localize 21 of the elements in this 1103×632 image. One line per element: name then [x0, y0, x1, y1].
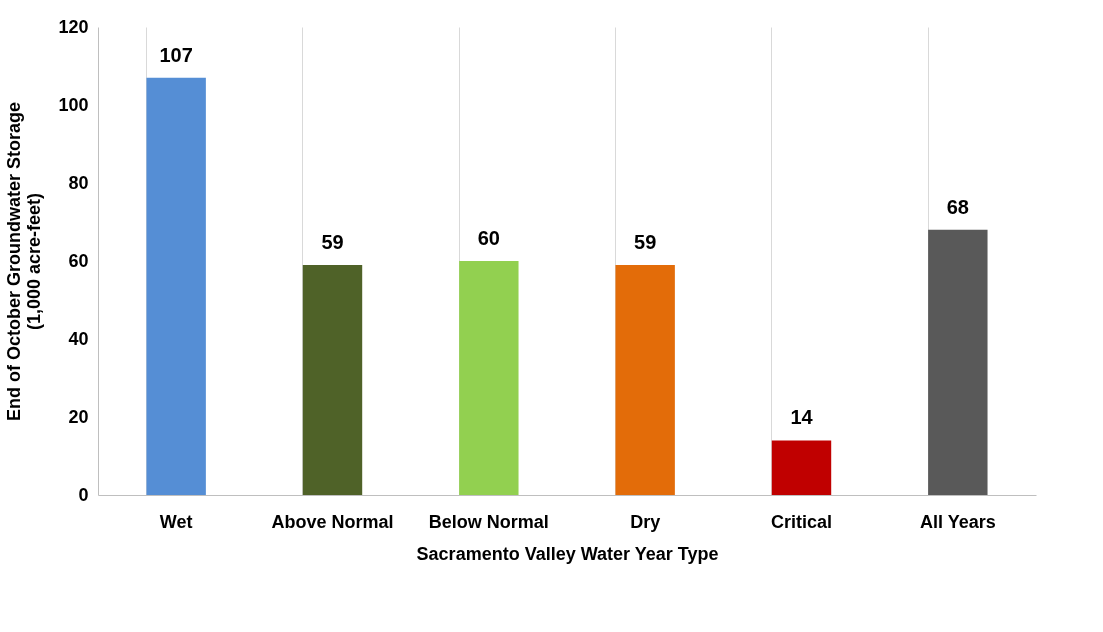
data-label: 60 [477, 227, 500, 249]
data-label: 14 [790, 406, 814, 429]
y-tick-label: 60 [68, 250, 89, 271]
data-label: 68 [946, 195, 969, 218]
y-tick-label: 0 [78, 484, 89, 505]
y-tick-label: 120 [58, 16, 89, 37]
x-tick-label: Wet [159, 511, 193, 532]
y-tick-label: 80 [68, 172, 89, 193]
x-tick-label: Below Normal [428, 511, 549, 532]
x-tick-label: All Years [919, 511, 996, 532]
x-axis-title: Sacramento Valley Water Year Type [416, 543, 719, 564]
data-label: 107 [159, 43, 193, 66]
x-tick-label: Above Normal [271, 511, 394, 532]
y-tick-label: 20 [68, 406, 89, 427]
x-tick-label: Dry [630, 511, 661, 532]
x-tick-label: Critical [770, 511, 833, 532]
data-label: 59 [321, 230, 344, 253]
data-label: 59 [634, 230, 657, 253]
y-axis-title: End of October Groundwater Storage (1,000 acre-feet) [4, 101, 45, 422]
y-tick-label: 100 [58, 94, 89, 115]
y-tick-label: 40 [68, 328, 89, 349]
